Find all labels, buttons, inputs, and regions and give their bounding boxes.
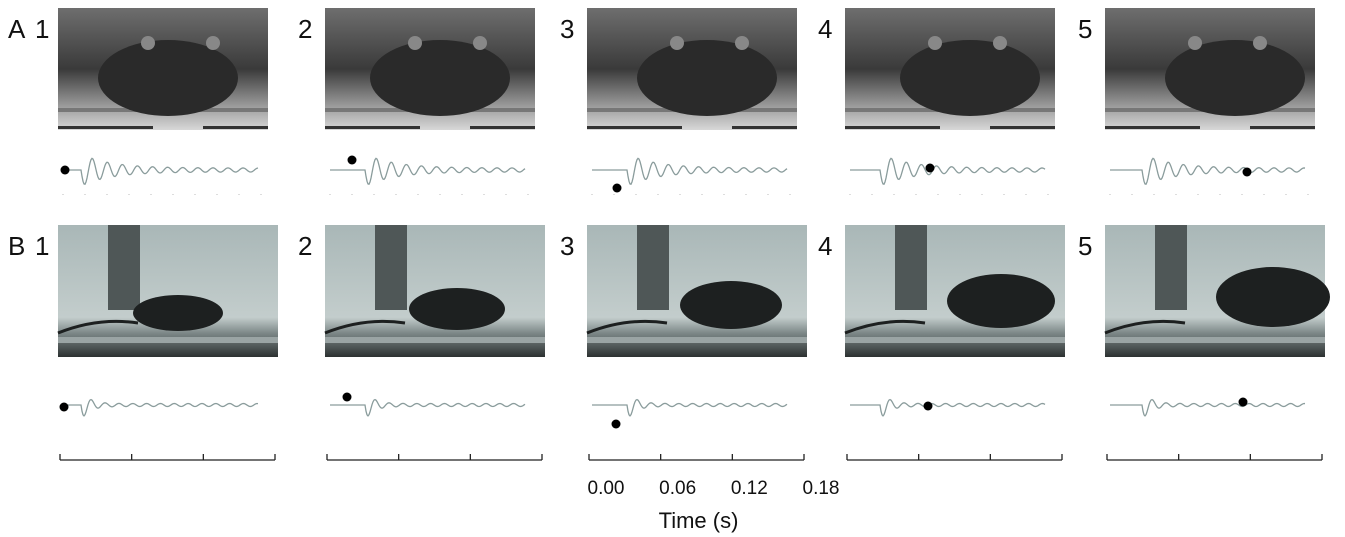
time-marker	[611, 419, 621, 429]
floor-line	[845, 126, 940, 129]
floor-line	[58, 126, 153, 129]
mouse	[947, 274, 1055, 328]
floor	[1105, 337, 1325, 343]
mouse	[900, 40, 1040, 116]
mouse	[1165, 40, 1305, 116]
photo	[845, 8, 1055, 130]
knob	[1188, 36, 1202, 50]
photo	[587, 8, 797, 130]
knob	[408, 36, 422, 50]
floor-line	[325, 126, 420, 129]
waveform	[330, 398, 526, 417]
photo-bg	[58, 225, 278, 357]
waveform	[850, 157, 1046, 185]
frame-label: 4	[818, 231, 832, 261]
time-marker	[925, 163, 935, 173]
tick-label: 0.00	[588, 478, 625, 499]
photo	[586, 225, 807, 357]
floor-line	[732, 126, 797, 129]
row-label: B	[8, 231, 25, 261]
floor-line	[470, 126, 535, 129]
photo	[57, 225, 278, 357]
floor	[845, 337, 1065, 343]
waveform	[1110, 157, 1306, 185]
time-marker	[59, 402, 69, 412]
frame-label: 5	[1078, 14, 1092, 44]
time-marker	[60, 165, 70, 175]
frame-label: 2	[298, 231, 312, 261]
floor-line	[1250, 126, 1315, 129]
floor-line	[990, 126, 1055, 129]
mouse	[98, 40, 238, 116]
time-marker	[923, 401, 933, 411]
frame-label: 1	[35, 14, 49, 44]
floor-line	[1105, 126, 1200, 129]
tail	[57, 319, 139, 335]
tick-label: 0.18	[803, 478, 840, 499]
time-marker	[1242, 167, 1252, 177]
shadow-bar	[375, 225, 407, 310]
tail	[324, 319, 406, 335]
row-label: A	[8, 14, 26, 44]
frame-label: 4	[818, 14, 832, 44]
knob	[735, 36, 749, 50]
knob	[473, 36, 487, 50]
photo	[325, 8, 535, 130]
tail	[844, 319, 926, 335]
waveform	[1110, 398, 1306, 417]
shadow-bar	[108, 225, 140, 310]
waveform	[63, 398, 259, 417]
shadow-bar	[895, 225, 927, 310]
time-marker	[342, 392, 352, 402]
waveform	[592, 398, 788, 417]
knob	[928, 36, 942, 50]
mouse	[680, 281, 782, 329]
frame-label: 1	[35, 231, 49, 261]
tail	[586, 319, 668, 335]
waveform	[330, 157, 526, 185]
floor-line	[587, 126, 682, 129]
mouse	[409, 288, 505, 330]
knob	[206, 36, 220, 50]
frame-label: 5	[1078, 231, 1092, 261]
mouse	[133, 295, 223, 331]
frame-label: 3	[560, 14, 574, 44]
photo	[1105, 8, 1315, 130]
time-marker	[1238, 397, 1248, 407]
waveform	[63, 157, 259, 185]
shadow-bar	[1155, 225, 1187, 310]
knob	[1253, 36, 1267, 50]
knob	[670, 36, 684, 50]
photo	[844, 225, 1065, 357]
tick-label: 0.12	[731, 478, 768, 499]
floor	[325, 337, 545, 343]
mouse	[637, 40, 777, 116]
frame-label: 2	[298, 14, 312, 44]
floor	[58, 337, 278, 343]
tail	[1104, 319, 1186, 335]
mouse	[1216, 267, 1330, 327]
frame-label: 3	[560, 231, 574, 261]
time-marker	[612, 183, 622, 193]
mouse	[370, 40, 510, 116]
knob	[141, 36, 155, 50]
time-marker	[347, 155, 357, 165]
photo	[58, 8, 268, 130]
floor-line	[203, 126, 268, 129]
photo	[1104, 225, 1330, 357]
shadow-bar	[637, 225, 669, 310]
tick-label: 0.06	[659, 478, 696, 499]
waveform	[592, 157, 788, 185]
waveform	[850, 398, 1046, 417]
floor	[587, 337, 807, 343]
photo	[324, 225, 545, 357]
axis-title: Time (s)	[659, 508, 739, 533]
knob	[993, 36, 1007, 50]
